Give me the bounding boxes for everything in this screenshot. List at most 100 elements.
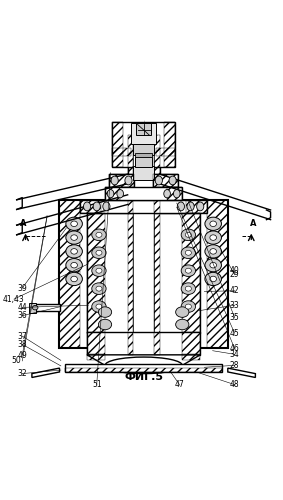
Text: 47: 47 bbox=[175, 380, 185, 389]
Ellipse shape bbox=[71, 262, 78, 268]
Bar bbox=[153, 174, 178, 186]
Ellipse shape bbox=[185, 250, 191, 255]
Bar bbox=[207, 200, 228, 348]
Text: 44: 44 bbox=[17, 303, 27, 312]
Ellipse shape bbox=[197, 202, 204, 211]
Ellipse shape bbox=[185, 304, 191, 309]
Ellipse shape bbox=[155, 176, 162, 185]
Ellipse shape bbox=[98, 307, 112, 318]
Ellipse shape bbox=[103, 202, 110, 211]
Ellipse shape bbox=[93, 202, 100, 211]
Ellipse shape bbox=[66, 258, 82, 272]
Ellipse shape bbox=[66, 245, 82, 258]
Polygon shape bbox=[87, 355, 200, 366]
Ellipse shape bbox=[185, 268, 191, 273]
Ellipse shape bbox=[205, 272, 222, 285]
Bar bbox=[87, 332, 200, 355]
Bar bbox=[87, 212, 105, 333]
Text: 28: 28 bbox=[230, 361, 239, 370]
Text: 45: 45 bbox=[230, 329, 240, 338]
Ellipse shape bbox=[181, 265, 196, 276]
Ellipse shape bbox=[71, 221, 78, 226]
Text: 39: 39 bbox=[17, 284, 27, 292]
Text: 36: 36 bbox=[17, 311, 27, 320]
Ellipse shape bbox=[92, 229, 106, 240]
Ellipse shape bbox=[177, 202, 185, 211]
Bar bbox=[59, 200, 228, 348]
Bar bbox=[87, 212, 200, 333]
Bar bbox=[33, 304, 60, 312]
Bar bbox=[87, 354, 105, 360]
Polygon shape bbox=[17, 223, 22, 235]
Ellipse shape bbox=[210, 221, 216, 226]
Text: ФИГ.5: ФИГ.5 bbox=[124, 372, 163, 382]
Ellipse shape bbox=[210, 276, 216, 281]
Ellipse shape bbox=[96, 304, 102, 309]
Ellipse shape bbox=[83, 202, 91, 211]
Polygon shape bbox=[228, 368, 255, 378]
Ellipse shape bbox=[71, 276, 78, 281]
Bar bbox=[29, 302, 36, 312]
Bar bbox=[136, 123, 151, 136]
Bar bbox=[112, 122, 123, 167]
Ellipse shape bbox=[71, 248, 78, 254]
Ellipse shape bbox=[205, 258, 222, 272]
Ellipse shape bbox=[66, 272, 82, 285]
Ellipse shape bbox=[96, 250, 102, 255]
Bar bbox=[109, 174, 134, 186]
Bar bbox=[153, 174, 178, 186]
Bar bbox=[133, 166, 154, 179]
Text: 50: 50 bbox=[12, 356, 22, 366]
Text: 46: 46 bbox=[230, 344, 240, 354]
Polygon shape bbox=[17, 198, 22, 209]
Ellipse shape bbox=[92, 247, 106, 258]
Ellipse shape bbox=[181, 301, 196, 312]
Bar bbox=[80, 200, 101, 212]
Ellipse shape bbox=[185, 232, 191, 237]
Bar bbox=[109, 174, 134, 186]
Ellipse shape bbox=[173, 190, 180, 198]
Bar bbox=[80, 200, 207, 212]
Ellipse shape bbox=[105, 357, 182, 374]
Bar bbox=[112, 148, 131, 156]
Bar bbox=[112, 122, 175, 167]
Ellipse shape bbox=[96, 268, 102, 273]
Bar bbox=[128, 136, 160, 355]
Ellipse shape bbox=[66, 217, 82, 230]
Bar bbox=[59, 200, 80, 348]
Bar bbox=[135, 154, 153, 156]
Text: A: A bbox=[250, 220, 256, 228]
Ellipse shape bbox=[33, 306, 38, 310]
Ellipse shape bbox=[92, 301, 106, 312]
Ellipse shape bbox=[205, 245, 222, 258]
Ellipse shape bbox=[185, 286, 191, 291]
Bar bbox=[135, 156, 153, 167]
Ellipse shape bbox=[187, 202, 194, 211]
Ellipse shape bbox=[181, 283, 196, 294]
Text: 40: 40 bbox=[230, 266, 240, 275]
Bar bbox=[131, 123, 156, 144]
Bar bbox=[164, 122, 175, 167]
Ellipse shape bbox=[125, 176, 132, 185]
Bar bbox=[156, 148, 175, 156]
Polygon shape bbox=[266, 210, 271, 220]
Bar bbox=[154, 136, 160, 355]
Ellipse shape bbox=[111, 176, 118, 185]
Ellipse shape bbox=[107, 190, 114, 198]
Bar bbox=[128, 136, 133, 355]
Ellipse shape bbox=[176, 307, 189, 318]
Text: 42: 42 bbox=[230, 286, 239, 296]
Ellipse shape bbox=[181, 247, 196, 258]
Text: 41,43: 41,43 bbox=[3, 294, 25, 304]
Ellipse shape bbox=[92, 283, 106, 294]
Bar bbox=[87, 332, 105, 355]
Bar bbox=[186, 200, 207, 212]
Ellipse shape bbox=[117, 190, 123, 198]
Bar bbox=[65, 368, 222, 372]
Ellipse shape bbox=[96, 286, 102, 291]
Text: A: A bbox=[20, 220, 27, 228]
Text: 38: 38 bbox=[18, 340, 27, 349]
Ellipse shape bbox=[181, 229, 196, 240]
Bar bbox=[105, 187, 182, 200]
Ellipse shape bbox=[169, 176, 176, 185]
